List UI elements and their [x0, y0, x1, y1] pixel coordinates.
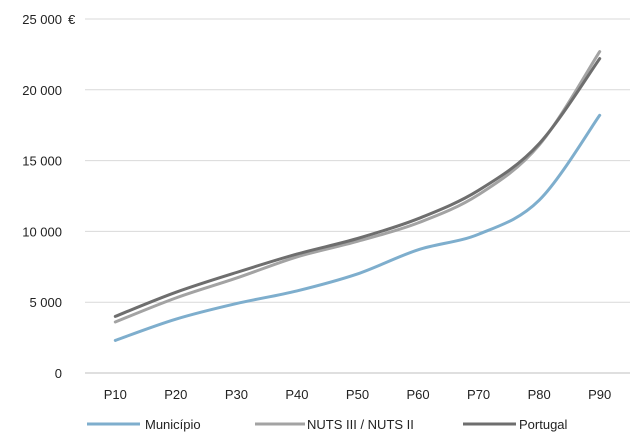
- y-tick-label: 20 000: [22, 83, 62, 98]
- x-tick-label: P70: [467, 387, 490, 402]
- y-tick-label: 0: [55, 366, 62, 381]
- x-tick-label: P20: [164, 387, 187, 402]
- x-tick-label: P30: [225, 387, 248, 402]
- y-tick-label: 5 000: [29, 295, 62, 310]
- x-tick-label: P40: [285, 387, 308, 402]
- series-line-2: [113, 50, 602, 324]
- x-tick-label: P90: [588, 387, 611, 402]
- gridlines: [85, 18, 630, 374]
- series-line-3: [113, 57, 602, 318]
- legend-label: NUTS III / NUTS II: [307, 417, 414, 432]
- y-tick-label: 15 000: [22, 154, 62, 169]
- y-tick-label: 25 000: [22, 12, 62, 27]
- x-tick-label: P60: [406, 387, 429, 402]
- legend: Município NUTS III / NUTS II Portugal: [87, 417, 568, 432]
- x-tick-label: P80: [528, 387, 551, 402]
- y-tick-label: 10 000: [22, 224, 62, 239]
- legend-label: Município: [145, 417, 201, 432]
- axes: 0 5 000 10 000 15 000 20 000 25 000 € P10 P20 P30…: [22, 12, 630, 402]
- y-unit-label: €: [68, 12, 76, 27]
- series-lines: [113, 50, 602, 342]
- x-tick-label: P50: [346, 387, 369, 402]
- series-line-1: [113, 113, 602, 342]
- x-tick-label: P10: [104, 387, 127, 402]
- legend-label: Portugal: [519, 417, 568, 432]
